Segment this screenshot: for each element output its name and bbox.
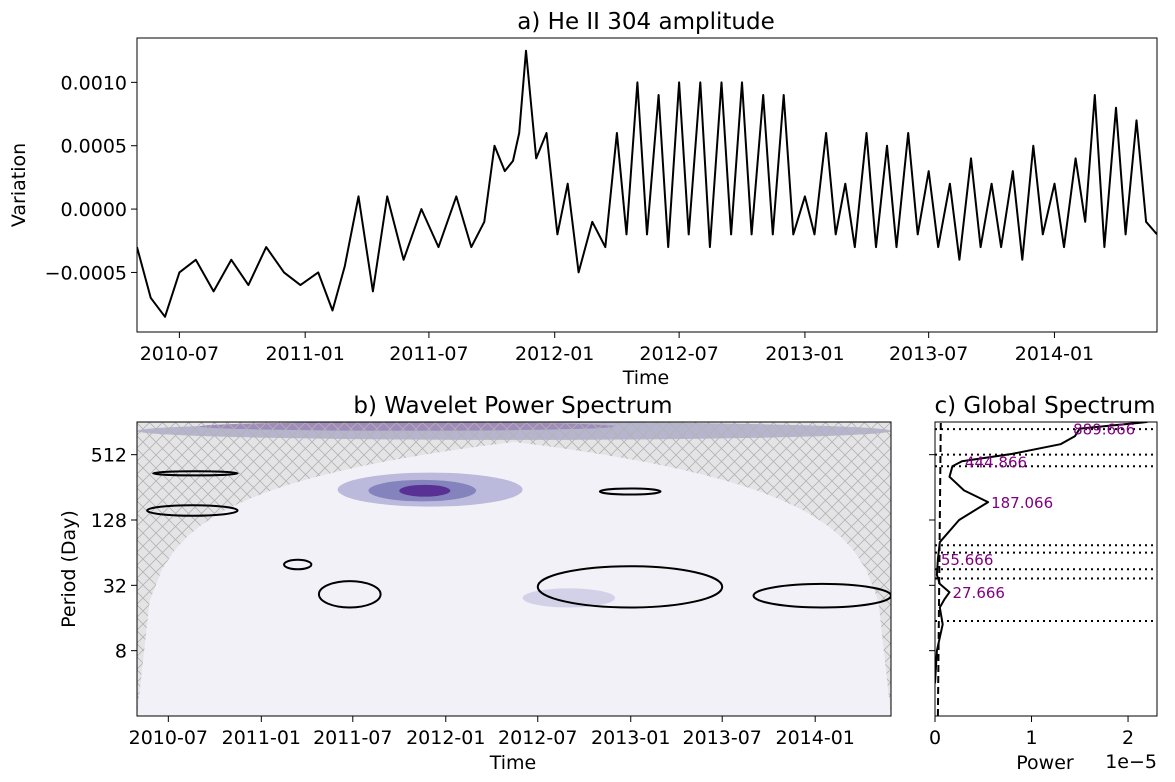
cone-of-influence-hatch	[137, 422, 891, 716]
peak-label: 187.066	[991, 494, 1053, 512]
y-tick-label: 0.0005	[61, 136, 127, 158]
significance-contour	[536, 565, 724, 609]
significance-contour	[283, 558, 313, 571]
x-tick-label: 2013-01	[765, 343, 844, 365]
y-tick-label: 512	[91, 445, 127, 467]
y-tick-label: 128	[91, 510, 127, 532]
panel-c: c) Global Spectrum 27.666 55.666 187.066 44…	[929, 393, 1158, 774]
x-tick-label: 2013-07	[683, 727, 762, 749]
chart-b-plot-area	[137, 422, 891, 716]
chart-a-title: a) He II 304 amplitude	[517, 9, 774, 35]
x-tick-label: 2011-01	[265, 343, 344, 365]
chart-b-axes: 2010-07 2011-01 2011-07 2012-01 2012-07 2013-…	[91, 445, 855, 749]
y-tick-label: 8	[115, 641, 127, 663]
x-tick-label: 2012-01	[515, 343, 594, 365]
panel-b: b) Wavelet Power Spectrum 2010-07 2011-01…	[58, 393, 892, 774]
x-tick-label: 2012-01	[406, 727, 485, 749]
significance-contour	[598, 487, 662, 496]
x-tick-label: 2011-07	[313, 727, 392, 749]
chart-c-title: c) Global Spectrum	[934, 393, 1155, 419]
x-tick-label: 2010-07	[129, 727, 208, 749]
chart-b-xlabel: Time	[489, 752, 537, 774]
x-tick-label: 0	[929, 727, 941, 749]
x-tick-label: 2012-07	[639, 343, 718, 365]
peak-label: 27.666	[952, 584, 1005, 602]
x-tick-label: 2014-01	[1015, 343, 1094, 365]
x-tick-label: 1	[1025, 727, 1037, 749]
chart-b-frame	[136, 421, 892, 717]
chart-a-axes: 2010-07 2011-01 2011-07 2012-01 2012-07 2013-…	[45, 72, 1095, 365]
x-tick-label: 2010-07	[140, 343, 219, 365]
chart-b-title: b) Wavelet Power Spectrum	[353, 393, 672, 419]
chart-a-xlabel: Time	[622, 367, 670, 389]
x-tick-label: 2011-01	[222, 727, 301, 749]
global-spectrum-line	[935, 422, 1148, 684]
y-tick-label: −0.0005	[45, 262, 127, 284]
chart-c-xlabel: Power	[1016, 752, 1074, 774]
panel-a: a) He II 304 amplitude 2010-07 2011-01 201…	[8, 9, 1158, 389]
power-region	[399, 484, 451, 497]
y-tick-label: 32	[103, 575, 127, 597]
chart-c-frame	[934, 421, 1158, 717]
x-tick-label: 2011-07	[389, 343, 468, 365]
y-tick-label: 0.0010	[61, 72, 127, 94]
chart-a-ylabel: Variation	[8, 143, 30, 227]
power-region	[522, 588, 616, 608]
series-line	[137, 49, 1157, 318]
significance-contour	[152, 470, 239, 477]
chart-a-frame	[136, 37, 1158, 333]
chart-c-offset-text: 1e−5	[1105, 751, 1157, 773]
x-tick-label: 2	[1122, 727, 1134, 749]
y-tick-label: 0.0000	[61, 199, 127, 221]
significance-contour	[146, 504, 239, 517]
x-tick-label: 2012-07	[498, 727, 577, 749]
significance-line	[936, 422, 942, 716]
peak-label: 444.866	[965, 453, 1027, 471]
significance-contour	[317, 580, 382, 609]
chart-b-ylabel: Period (Day)	[58, 510, 80, 628]
chart-c-axes: 0 1 2	[929, 454, 1134, 749]
x-tick-label: 2013-07	[889, 343, 968, 365]
x-tick-label: 2013-01	[591, 727, 670, 749]
chart-a-plot-area	[137, 49, 1157, 318]
x-tick-label: 2014-01	[776, 727, 855, 749]
chart-c-plot-area: 27.666 55.666 187.066 444.866 889.666	[935, 421, 1157, 716]
peak-label: 889.666	[1073, 421, 1135, 439]
peak-label: 55.666	[941, 551, 994, 569]
